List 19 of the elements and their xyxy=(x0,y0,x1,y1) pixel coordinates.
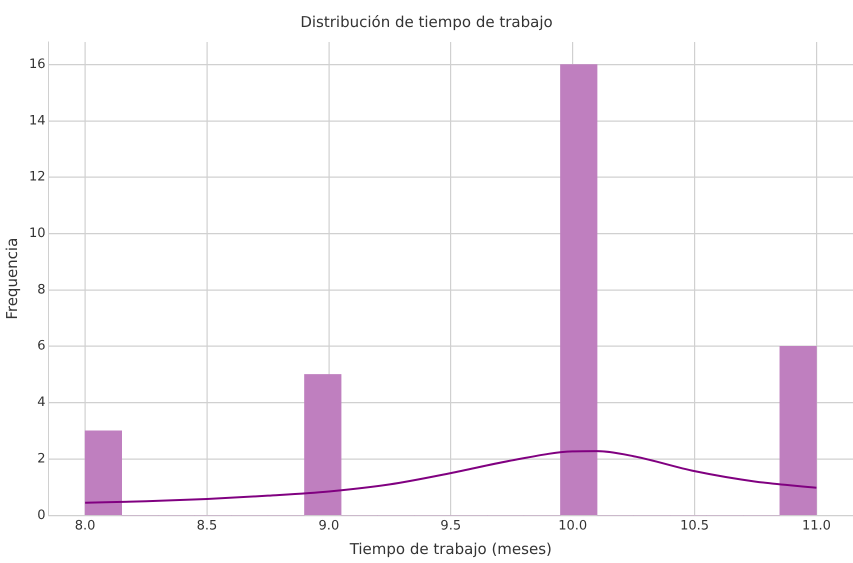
y-tick-label: 4 xyxy=(37,395,46,410)
y-tick-label: 14 xyxy=(28,113,46,128)
y-tick-label: 0 xyxy=(37,508,46,523)
x-tick-label: 8.5 xyxy=(196,518,218,534)
x-tick-label: 9.0 xyxy=(318,518,340,534)
y-tick-label: 8 xyxy=(37,282,46,298)
y-tick-label: 2 xyxy=(37,451,46,466)
x-tick-label: 8.0 xyxy=(74,518,96,534)
y-tick-label: 6 xyxy=(37,338,46,354)
x-tick-label: 11.0 xyxy=(802,518,831,534)
x-tick-label: 9.5 xyxy=(440,518,462,534)
y-tick-label: 12 xyxy=(28,170,46,185)
x-tick-label: 10.5 xyxy=(680,518,710,534)
x-tick-label: 10.0 xyxy=(558,518,588,534)
y-tick-label: 16 xyxy=(28,56,46,72)
chart-title: Distribución de tiempo de trabajo xyxy=(300,12,553,31)
y-axis-title: Frequencia xyxy=(2,238,21,320)
y-tick-label: 10 xyxy=(28,226,46,241)
x-axis-title: Tiempo de trabajo (meses) xyxy=(348,540,552,558)
